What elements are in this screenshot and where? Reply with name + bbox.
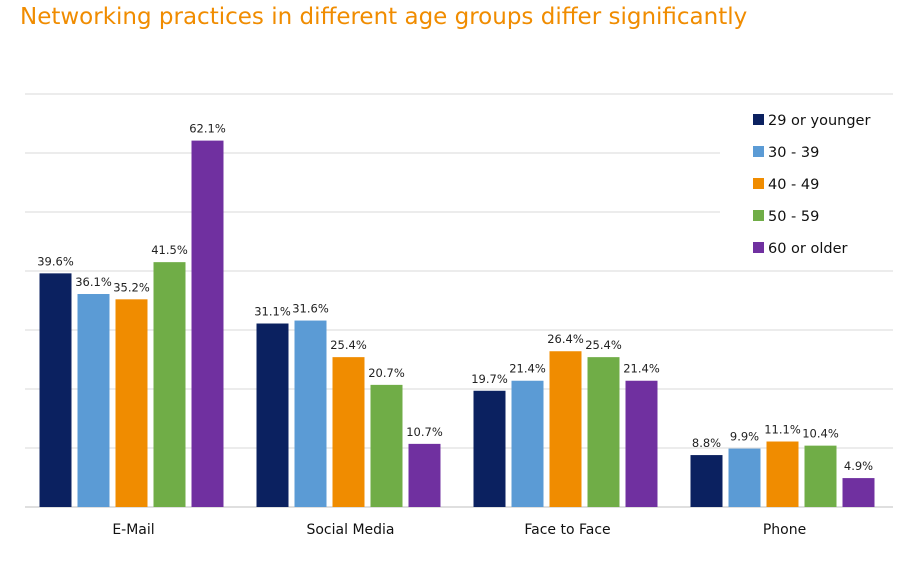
bar xyxy=(625,380,658,507)
legend-label: 40 - 49 xyxy=(768,177,819,193)
data-label: 62.1% xyxy=(189,122,226,136)
bar xyxy=(473,390,506,507)
data-label: 35.2% xyxy=(113,280,150,294)
data-label: 11.1% xyxy=(764,423,801,437)
category-labels: E-Mail Social Media Face to Face Phone xyxy=(112,522,806,538)
data-label: 9.9% xyxy=(730,430,759,444)
legend-swatch xyxy=(753,178,764,189)
data-label: 10.4% xyxy=(802,427,839,441)
bar xyxy=(332,357,365,507)
data-label: 31.1% xyxy=(254,305,291,319)
bar xyxy=(842,478,875,507)
data-label: 21.4% xyxy=(509,362,546,376)
bar xyxy=(370,384,403,507)
data-label: 41.5% xyxy=(151,243,188,257)
bar xyxy=(294,320,327,507)
legend-swatch xyxy=(753,242,764,253)
legend-label: 60 or older xyxy=(768,241,848,257)
legend-label: 50 - 59 xyxy=(768,209,819,225)
legend-swatch xyxy=(753,114,764,125)
legend-swatch xyxy=(753,146,764,157)
data-label: 36.1% xyxy=(75,275,112,289)
data-labels: 39.6%36.1% 35.2% 41.5% 62.1% 31.1% 31.6% 25.4%… xyxy=(37,122,873,473)
legend-swatch xyxy=(753,210,764,221)
data-label: 31.6% xyxy=(292,302,329,316)
legend: 29 or younger 30 - 39 40 - 49 50 - 59 60 or … xyxy=(720,100,895,268)
data-label: 39.6% xyxy=(37,254,74,268)
bars xyxy=(39,140,875,508)
category-label: Phone xyxy=(763,522,806,538)
data-label: 26.4% xyxy=(547,332,584,346)
legend-label: 30 - 39 xyxy=(768,145,819,161)
bar xyxy=(511,380,544,507)
category-label: E-Mail xyxy=(112,522,154,538)
legend-label: 29 or younger xyxy=(768,113,870,129)
data-label: 8.8% xyxy=(692,436,721,450)
data-label: 21.4% xyxy=(623,362,660,376)
bar xyxy=(39,273,72,507)
bar xyxy=(115,299,148,507)
bar xyxy=(804,445,837,507)
bar xyxy=(408,443,441,507)
data-label: 10.7% xyxy=(406,425,443,439)
category-label: Social Media xyxy=(306,522,394,538)
bar xyxy=(549,351,582,507)
data-label: 20.7% xyxy=(368,366,405,380)
category-label: Face to Face xyxy=(524,522,610,538)
data-label: 25.4% xyxy=(585,338,622,352)
data-label: 4.9% xyxy=(844,459,873,473)
bar xyxy=(191,140,224,508)
bar xyxy=(690,455,723,507)
bar xyxy=(728,448,761,507)
bar xyxy=(587,357,620,507)
bar xyxy=(153,262,186,507)
bar xyxy=(766,441,799,507)
bar xyxy=(256,323,289,507)
legend-background xyxy=(720,100,895,268)
data-label: 25.4% xyxy=(330,338,367,352)
chart-title: Networking practices in different age gr… xyxy=(20,4,748,30)
data-label: 19.7% xyxy=(471,372,508,386)
bar xyxy=(77,294,110,507)
